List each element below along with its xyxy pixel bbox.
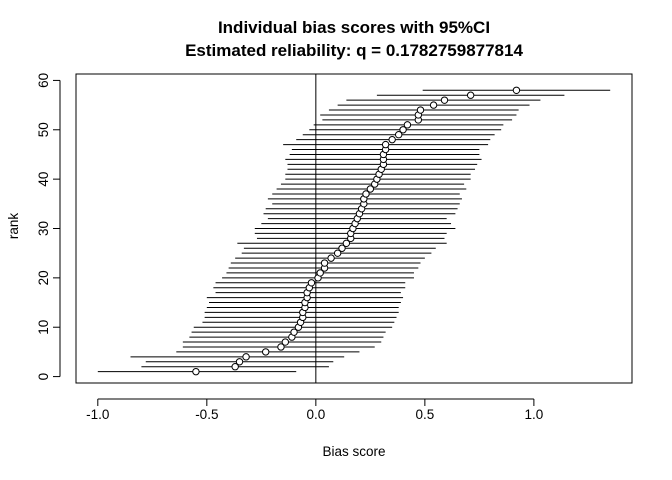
data-point bbox=[316, 269, 324, 277]
data-point bbox=[281, 338, 290, 346]
data-point bbox=[320, 259, 329, 267]
data-point bbox=[512, 86, 521, 94]
data-point bbox=[333, 249, 342, 257]
data-point bbox=[307, 279, 316, 287]
data-point bbox=[261, 348, 270, 356]
data-point bbox=[403, 121, 412, 129]
y-tick-label: 60 bbox=[36, 73, 51, 88]
data-point bbox=[235, 358, 244, 366]
data-point bbox=[440, 96, 449, 104]
x-tick-label: -0.5 bbox=[195, 407, 218, 422]
data-point bbox=[327, 254, 335, 262]
x-axis-label: Bias score bbox=[322, 444, 385, 459]
chart-subtitle: Estimated reliability: q = 0.17827598778… bbox=[185, 41, 523, 60]
y-tick-label: 40 bbox=[36, 172, 51, 187]
x-tick-label: -1.0 bbox=[86, 407, 109, 422]
data-point bbox=[242, 353, 250, 361]
data-point bbox=[466, 91, 475, 99]
x-axis: -1.0 -0.5 0.0 0.5 1.0 bbox=[86, 398, 543, 422]
x-tick-label: 0.0 bbox=[306, 407, 325, 422]
data-point bbox=[338, 244, 346, 252]
y-tick-label: 30 bbox=[36, 221, 51, 236]
y-tick-label: 0 bbox=[36, 373, 51, 381]
x-tick-label: 0.5 bbox=[415, 407, 434, 422]
data-point bbox=[277, 343, 285, 351]
y-axis: 0 10 20 30 40 50 60 bbox=[36, 73, 61, 381]
data-point bbox=[429, 101, 438, 109]
data-point bbox=[362, 190, 370, 198]
data-point bbox=[416, 106, 425, 114]
data-point bbox=[388, 135, 396, 144]
y-tick-label: 10 bbox=[36, 320, 51, 335]
data-point bbox=[394, 131, 403, 139]
y-axis-label: rank bbox=[6, 213, 21, 240]
plot-frame bbox=[75, 73, 633, 384]
data-point bbox=[399, 126, 407, 134]
data-point bbox=[231, 363, 239, 371]
chart-title: Individual bias scores with 95%CI bbox=[218, 18, 490, 37]
point-estimates bbox=[192, 86, 521, 376]
data-point bbox=[366, 185, 375, 193]
data-point bbox=[381, 140, 390, 149]
data-point bbox=[290, 328, 298, 336]
data-point bbox=[342, 239, 351, 248]
x-tick-label: 1.0 bbox=[524, 407, 543, 422]
data-point bbox=[192, 367, 200, 376]
y-tick-label: 20 bbox=[36, 270, 51, 285]
y-tick-label: 50 bbox=[36, 122, 51, 137]
